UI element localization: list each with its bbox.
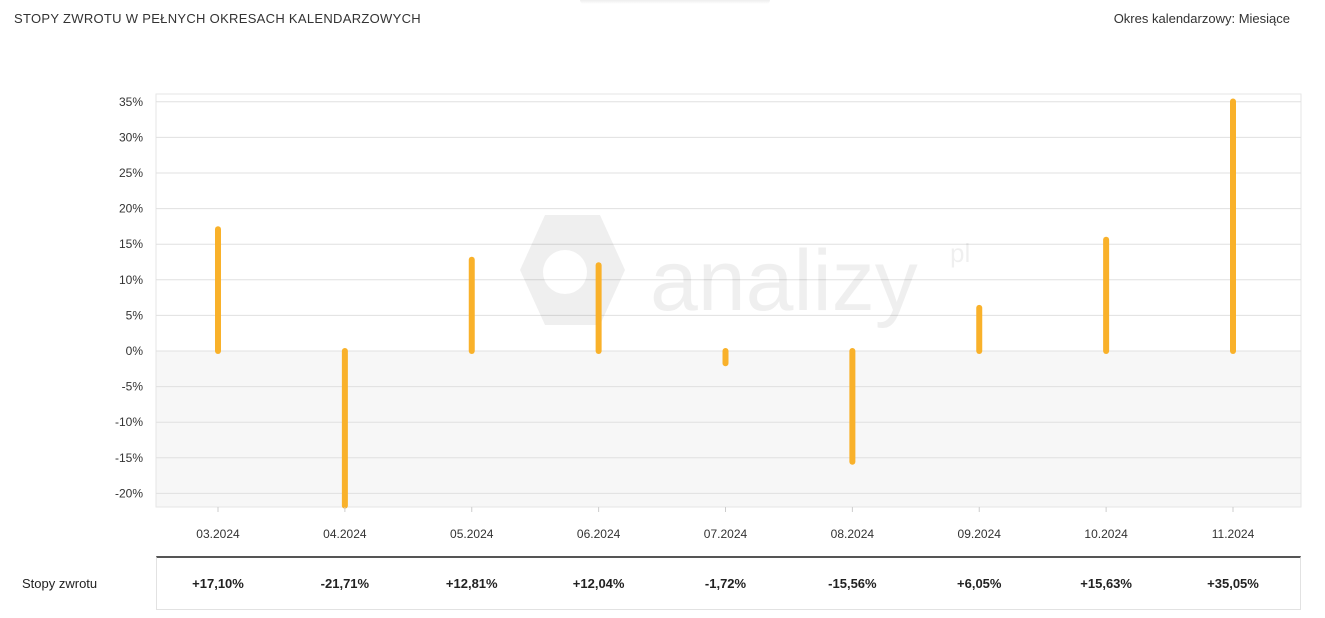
x-category-label: 05.2024 bbox=[450, 527, 494, 541]
top-decoration bbox=[580, 0, 770, 4]
period-selector[interactable]: Okres kalendarzowy: Miesiące bbox=[1114, 11, 1290, 26]
y-tick-label: 35% bbox=[119, 95, 143, 109]
return-value-08.2024: -15,56% bbox=[828, 576, 877, 591]
return-value-09.2024: +6,05% bbox=[957, 576, 1002, 591]
x-category-label: 03.2024 bbox=[196, 527, 240, 541]
period-value[interactable]: Miesiące bbox=[1238, 11, 1290, 26]
x-category-label: 06.2024 bbox=[577, 527, 621, 541]
x-category-label: 07.2024 bbox=[704, 527, 748, 541]
x-category-label: 10.2024 bbox=[1084, 527, 1128, 541]
plot-frame bbox=[155, 93, 1302, 508]
x-category-label: 09.2024 bbox=[958, 527, 1002, 541]
return-value-03.2024: +17,10% bbox=[192, 576, 244, 591]
watermark-text: analizy bbox=[650, 233, 918, 329]
y-tick-label: -10% bbox=[115, 415, 143, 429]
period-label: Okres kalendarzowy: bbox=[1113, 11, 1236, 26]
watermark-suffix: pl bbox=[950, 238, 970, 268]
y-tick-label: 15% bbox=[119, 237, 143, 251]
y-tick-label: 10% bbox=[119, 273, 143, 287]
return-value-04.2024: -21,71% bbox=[320, 576, 370, 591]
return-value-10.2024: +15,63% bbox=[1080, 576, 1132, 591]
y-tick-label: 20% bbox=[119, 202, 143, 216]
y-tick-label: 30% bbox=[119, 130, 143, 144]
y-tick-label: -5% bbox=[122, 380, 144, 394]
y-tick-label: -20% bbox=[115, 486, 143, 500]
y-tick-label: 5% bbox=[126, 308, 144, 322]
returns-row-label: Stopy zwrotu bbox=[22, 576, 98, 591]
x-category-label: 11.2024 bbox=[1212, 527, 1255, 541]
y-tick-label: 25% bbox=[119, 166, 143, 180]
chart-title: STOPY ZWROTU W PEŁNYCH OKRESACH KALENDAR… bbox=[14, 11, 421, 26]
negative-zone bbox=[156, 351, 1301, 507]
x-category-label: 04.2024 bbox=[323, 527, 367, 541]
return-value-06.2024: +12,04% bbox=[572, 576, 625, 591]
analizy-watermark: analizy pl bbox=[520, 215, 970, 329]
y-tick-label: -15% bbox=[115, 451, 143, 465]
y-tick-label: 0% bbox=[126, 344, 144, 358]
returns-table bbox=[156, 556, 1301, 610]
return-value-07.2024: -1,72% bbox=[704, 576, 747, 591]
return-value-11.2024: +35,05% bbox=[1207, 576, 1259, 591]
x-category-label: 08.2024 bbox=[831, 527, 875, 541]
return-value-05.2024: +12,81% bbox=[445, 576, 498, 591]
